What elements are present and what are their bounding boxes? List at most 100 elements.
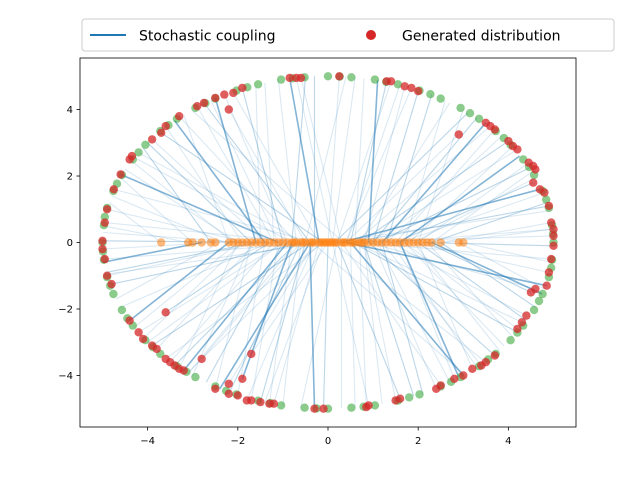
coupling-line (458, 242, 545, 290)
generated-point (161, 354, 170, 364)
coupling-line (399, 192, 545, 244)
coupling-line (349, 242, 356, 408)
generated-point (414, 87, 423, 96)
target-point (542, 195, 551, 204)
coupling-line (413, 242, 500, 351)
generated-point (229, 88, 238, 98)
target-point (415, 390, 424, 399)
coupling-line (331, 242, 370, 406)
y-tick-label: −2 (58, 304, 73, 315)
generated-point (542, 281, 551, 290)
source-point (357, 238, 366, 247)
coupling-line (187, 242, 297, 375)
coupling-line (106, 241, 257, 273)
coupling-line (345, 241, 547, 287)
source-point (436, 238, 445, 247)
coupling-line (165, 242, 270, 313)
coupling-line (354, 242, 523, 323)
x-tick-label: −4 (140, 436, 155, 447)
generated-point (247, 349, 256, 359)
coupling-line (129, 158, 234, 243)
generated-point (490, 351, 499, 360)
generated-point (138, 334, 148, 344)
coupling-line (295, 77, 334, 243)
axes: −4 −2 0 2 4 −4 −2 0 2 4 (58, 57, 577, 447)
generated-point (161, 308, 170, 317)
coupling-line (214, 242, 252, 389)
coupling-line (277, 80, 297, 243)
generated-point (450, 374, 459, 383)
coupling-line (345, 87, 412, 243)
target-point (436, 94, 445, 103)
target-point (534, 296, 544, 306)
source-point (299, 238, 308, 247)
generated-point (98, 236, 107, 245)
generated-point (98, 244, 107, 254)
coupling-line (381, 122, 487, 244)
coupling-line (237, 242, 266, 396)
coupling-line (241, 87, 284, 243)
coupling-line (219, 242, 311, 390)
coupling-line (169, 242, 275, 363)
coupling-line (386, 135, 502, 243)
coupling-line (300, 77, 343, 243)
generated-point (391, 396, 400, 405)
coupling-line (309, 242, 316, 409)
generated-point (432, 384, 441, 393)
generated-point (238, 374, 247, 383)
coupling-line (363, 86, 406, 243)
coupling-line (341, 242, 442, 386)
target-point (506, 336, 515, 345)
legend-label-coupling: Stochastic coupling (139, 29, 275, 45)
coupling-line (232, 92, 320, 243)
coupling-line (354, 78, 365, 243)
legend-marker-swatch (366, 30, 376, 40)
coupling-line (103, 225, 189, 244)
generated-point (400, 82, 409, 91)
coupling-line (133, 242, 239, 328)
coupling-line (311, 242, 464, 375)
coupling-line (124, 168, 239, 243)
coupling-line (431, 202, 547, 244)
source-point (290, 238, 299, 247)
coupling-line (138, 152, 304, 243)
coupling-line (363, 242, 397, 401)
coupling-line (431, 168, 536, 243)
coupling-line (228, 242, 315, 385)
coupling-line (350, 205, 549, 244)
generated-point (220, 90, 229, 99)
generated-point (102, 271, 112, 280)
generated-point (147, 341, 157, 350)
generated-point (233, 391, 242, 400)
coupling-line (138, 242, 284, 333)
coupling-line (108, 202, 162, 243)
coupling-line (255, 86, 261, 243)
generated-point (544, 268, 554, 277)
generated-point (549, 225, 558, 234)
coupling-line (183, 241, 289, 372)
coupling-line (102, 241, 202, 264)
generated-point (522, 311, 531, 320)
generated-point (125, 316, 134, 325)
generated-point (544, 201, 554, 211)
coupling-line (354, 125, 491, 243)
coupling-line (142, 242, 243, 340)
coupling-line (111, 195, 225, 244)
coupling-line (408, 145, 514, 243)
coupling-line (359, 242, 367, 408)
x-tick-label: 2 (415, 436, 421, 447)
target-point (141, 140, 150, 149)
generated-point (540, 188, 549, 197)
coupling-line (381, 242, 424, 394)
generated-point (468, 364, 477, 373)
generated-point (362, 402, 371, 412)
coupling-line (111, 241, 306, 285)
y-tick-label: 4 (67, 105, 73, 116)
target-point (117, 305, 127, 315)
coupling-line (341, 188, 541, 244)
generated-point (224, 389, 233, 398)
coupling-line (156, 242, 257, 350)
coupling-line (368, 242, 496, 356)
coupling-line (431, 241, 543, 295)
coupling-line (304, 76, 347, 243)
